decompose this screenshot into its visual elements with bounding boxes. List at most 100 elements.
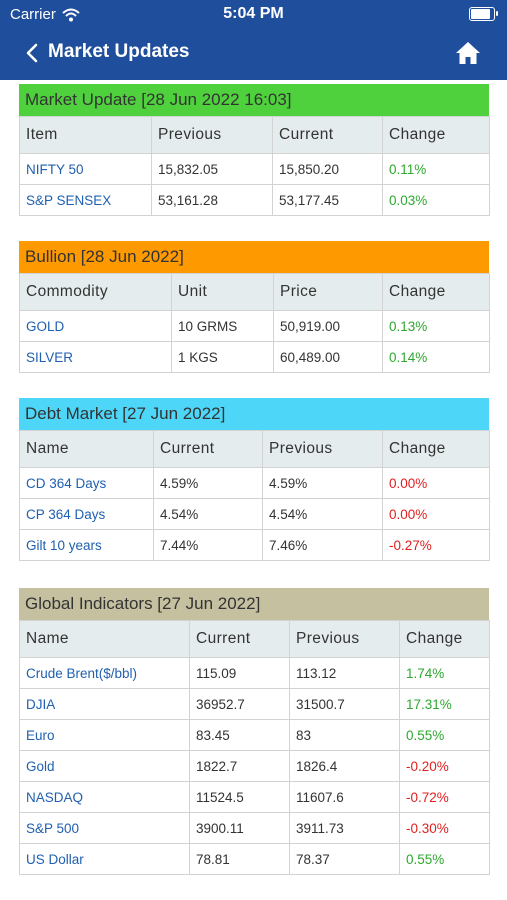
column-header: Name xyxy=(19,620,190,658)
current-value: 15,850.20 xyxy=(272,153,383,185)
back-chevron-icon[interactable] xyxy=(22,42,44,64)
indicator-name-link[interactable]: NASDAQ xyxy=(19,781,190,813)
debt-market-header: Debt Market [27 Jun 2022] xyxy=(19,398,489,430)
table-header-row: Commodity Unit Price Change xyxy=(19,273,490,311)
instrument-name-link[interactable]: Gilt 10 years xyxy=(19,529,154,561)
change-value: 0.55% xyxy=(399,843,490,875)
column-header: Previous xyxy=(262,430,383,468)
column-header: Previous xyxy=(289,620,400,658)
bullion-table: Commodity Unit Price Change GOLD 10 GRMS… xyxy=(19,273,490,373)
indicator-name-link[interactable]: S&P 500 xyxy=(19,812,190,844)
column-header: Change xyxy=(382,273,490,311)
current-value: 3900.11 xyxy=(189,812,290,844)
column-header: Current xyxy=(189,620,290,658)
change-value: -0.20% xyxy=(399,750,490,782)
previous-value: 78.37 xyxy=(289,843,400,875)
change-value: 0.03% xyxy=(382,184,490,216)
column-header: Change xyxy=(382,116,490,154)
column-header: Current xyxy=(153,430,263,468)
change-value: -0.30% xyxy=(399,812,490,844)
table-row[interactable]: S&P 500 3900.11 3911.73 -0.30% xyxy=(19,812,490,844)
change-value: -0.27% xyxy=(382,529,490,561)
table-row[interactable]: Gilt 10 years 7.44% 7.46% -0.27% xyxy=(19,529,490,561)
table-header-row: Item Previous Current Change xyxy=(19,116,490,154)
home-icon[interactable] xyxy=(455,40,481,66)
column-header: Unit xyxy=(171,273,274,311)
current-value: 11524.5 xyxy=(189,781,290,813)
global-indicators-table: Name Current Previous Change Crude Brent… xyxy=(19,620,490,875)
unit-value: 10 GRMS xyxy=(171,310,274,342)
previous-value: 15,832.05 xyxy=(151,153,273,185)
table-row[interactable]: NIFTY 50 15,832.05 15,850.20 0.11% xyxy=(19,153,490,185)
previous-value: 4.54% xyxy=(262,498,383,530)
column-header: Change xyxy=(382,430,490,468)
carrier-info: Carrier xyxy=(10,6,80,23)
change-value: -0.72% xyxy=(399,781,490,813)
table-row[interactable]: NASDAQ 11524.5 11607.6 -0.72% xyxy=(19,781,490,813)
table-row[interactable]: CP 364 Days 4.54% 4.54% 0.00% xyxy=(19,498,490,530)
previous-value: 31500.7 xyxy=(289,688,400,720)
previous-value: 83 xyxy=(289,719,400,751)
instrument-name-link[interactable]: CP 364 Days xyxy=(19,498,154,530)
market-update-header: Market Update [28 Jun 2022 16:03] xyxy=(19,84,489,116)
column-header: Change xyxy=(399,620,490,658)
status-bar: Carrier 5:04 PM xyxy=(0,0,507,28)
debt-market-section: Debt Market [27 Jun 2022] Name Current P… xyxy=(19,398,490,561)
battery-icon xyxy=(469,7,498,21)
indicator-name-link[interactable]: Euro xyxy=(19,719,190,751)
current-value: 36952.7 xyxy=(189,688,290,720)
current-value: 1822.7 xyxy=(189,750,290,782)
price-value: 50,919.00 xyxy=(273,310,383,342)
unit-value: 1 KGS xyxy=(171,341,274,373)
table-header-row: Name Current Previous Change xyxy=(19,430,490,468)
column-header: Commodity xyxy=(19,273,172,311)
column-header: Item xyxy=(19,116,152,154)
global-indicators-header: Global Indicators [27 Jun 2022] xyxy=(19,588,489,620)
table-row[interactable]: S&P SENSEX 53,161.28 53,177.45 0.03% xyxy=(19,184,490,216)
current-value: 4.54% xyxy=(153,498,263,530)
item-name-link[interactable]: NIFTY 50 xyxy=(19,153,152,185)
table-row[interactable]: GOLD 10 GRMS 50,919.00 0.13% xyxy=(19,310,490,342)
current-value: 115.09 xyxy=(189,657,290,689)
column-header: Previous xyxy=(151,116,273,154)
current-value: 83.45 xyxy=(189,719,290,751)
indicator-name-link[interactable]: Gold xyxy=(19,750,190,782)
table-row[interactable]: US Dollar 78.81 78.37 0.55% xyxy=(19,843,490,875)
change-value: 0.13% xyxy=(382,310,490,342)
column-header: Name xyxy=(19,430,154,468)
column-header: Current xyxy=(272,116,383,154)
change-value: 1.74% xyxy=(399,657,490,689)
table-row[interactable]: DJIA 36952.7 31500.7 17.31% xyxy=(19,688,490,720)
commodity-name-link[interactable]: SILVER xyxy=(19,341,172,373)
previous-value: 1826.4 xyxy=(289,750,400,782)
price-value: 60,489.00 xyxy=(273,341,383,373)
page-title: Market Updates xyxy=(48,41,190,62)
status-time: 5:04 PM xyxy=(223,5,284,22)
current-value: 4.59% xyxy=(153,467,263,499)
table-row[interactable]: CD 364 Days 4.59% 4.59% 0.00% xyxy=(19,467,490,499)
wifi-icon xyxy=(62,8,80,21)
previous-value: 11607.6 xyxy=(289,781,400,813)
indicator-name-link[interactable]: US Dollar xyxy=(19,843,190,875)
table-row[interactable]: Gold 1822.7 1826.4 -0.20% xyxy=(19,750,490,782)
indicator-name-link[interactable]: Crude Brent($/bbl) xyxy=(19,657,190,689)
bullion-section: Bullion [28 Jun 2022] Commodity Unit Pri… xyxy=(19,241,490,373)
instrument-name-link[interactable]: CD 364 Days xyxy=(19,467,154,499)
current-value: 78.81 xyxy=(189,843,290,875)
commodity-name-link[interactable]: GOLD xyxy=(19,310,172,342)
previous-value: 53,161.28 xyxy=(151,184,273,216)
carrier-label: Carrier xyxy=(10,6,56,23)
indicator-name-link[interactable]: DJIA xyxy=(19,688,190,720)
previous-value: 4.59% xyxy=(262,467,383,499)
previous-value: 3911.73 xyxy=(289,812,400,844)
top-bar: Carrier 5:04 PM Market Updates xyxy=(0,0,507,80)
column-header: Price xyxy=(273,273,383,311)
current-value: 53,177.45 xyxy=(272,184,383,216)
table-row[interactable]: Crude Brent($/bbl) 115.09 113.12 1.74% xyxy=(19,657,490,689)
item-name-link[interactable]: S&P SENSEX xyxy=(19,184,152,216)
table-row[interactable]: SILVER 1 KGS 60,489.00 0.14% xyxy=(19,341,490,373)
change-value: 0.14% xyxy=(382,341,490,373)
table-row[interactable]: Euro 83.45 83 0.55% xyxy=(19,719,490,751)
current-value: 7.44% xyxy=(153,529,263,561)
global-indicators-section: Global Indicators [27 Jun 2022] Name Cur… xyxy=(19,588,490,875)
